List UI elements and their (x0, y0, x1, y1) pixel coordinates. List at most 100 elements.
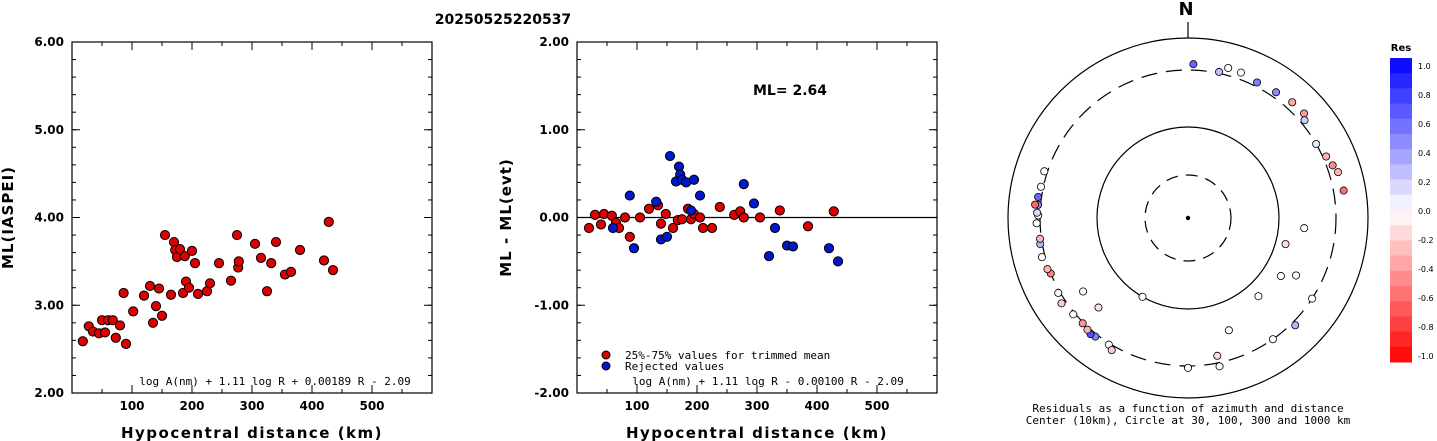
colorbar-cell (1390, 210, 1412, 226)
data-point (150, 301, 162, 312)
colorbar-cell (1390, 164, 1412, 181)
station-marker (1213, 351, 1222, 360)
colorbar-label: 1.0 (1418, 62, 1431, 71)
station-marker (1138, 292, 1147, 301)
data-point (107, 315, 118, 326)
data-point (643, 203, 655, 214)
colorbar-label: 0.4 (1418, 149, 1431, 158)
station-marker (1268, 335, 1277, 344)
residual-vs-distance-plot: 100 200 300 400 500 -2.00 -1.00 0.00 1.00 2.00 Hyp… (497, 35, 938, 441)
station-marker (1292, 271, 1301, 280)
station-marker (1300, 109, 1309, 118)
station-marker (1215, 362, 1224, 371)
station-marker (1322, 152, 1331, 161)
data-point (685, 205, 697, 216)
station-marker (1276, 272, 1285, 281)
y-tick-label: 4.00 (34, 211, 64, 225)
data-point (77, 336, 88, 347)
station-marker (1040, 167, 1049, 176)
y-tick-label: 1.00 (539, 123, 569, 137)
station-marker (1069, 310, 1078, 319)
data-point (676, 214, 688, 225)
data-point (754, 212, 766, 223)
station-marker (1031, 200, 1040, 209)
station-marker (1308, 294, 1317, 303)
station-marker (1253, 78, 1262, 87)
colorbar-cell (1390, 58, 1412, 74)
data-point (204, 278, 216, 289)
ring-30km (1144, 174, 1232, 262)
polar-caption-line2: Center (10km), Circle at 30, 100, 300 an… (1026, 414, 1351, 427)
x-tick-label: 400 (299, 399, 324, 413)
x-tick-label: 200 (179, 399, 204, 413)
data-point (294, 244, 306, 256)
ring-100km (1096, 126, 1280, 310)
data-point (667, 222, 679, 234)
formula-text: log A(nm) + 1.11 log R + 0.00189 R - 2.0… (139, 375, 411, 388)
data-point (327, 265, 339, 276)
station-marker (1291, 321, 1300, 330)
data-point (595, 219, 607, 230)
y-tick-label: 6.00 (34, 35, 64, 49)
colorbar-cell (1390, 194, 1412, 211)
data-point (774, 205, 785, 216)
data-point (147, 317, 159, 328)
data-point (714, 201, 725, 213)
station-marker (1033, 208, 1042, 217)
data-point (738, 212, 749, 223)
station-marker (1036, 182, 1045, 191)
data-point (660, 208, 671, 220)
colorbar-cell (1390, 301, 1412, 317)
data-point (619, 212, 631, 223)
colorbar-cell (1390, 225, 1412, 241)
station-marker (1288, 98, 1297, 107)
colorbar-cell (1390, 134, 1412, 150)
station-marker (1057, 299, 1066, 308)
colorbar-cell (1390, 149, 1412, 165)
x-axis-label: Hypocentral distance (km) (121, 424, 383, 441)
data-point (261, 286, 273, 297)
data-point (655, 218, 667, 229)
data-point (802, 221, 814, 232)
data-point (285, 266, 297, 278)
legend-label: 25%-75% values for trimmed mean (625, 349, 830, 362)
station-marker (1224, 63, 1233, 72)
data-point (763, 251, 775, 262)
colorbar-cell (1390, 316, 1412, 333)
data-point (738, 179, 749, 190)
data-point (128, 306, 139, 317)
station-marker (1083, 325, 1092, 334)
data-point (634, 212, 646, 223)
data-point (156, 310, 168, 321)
colorbar-cell (1390, 73, 1412, 89)
data-point (583, 222, 595, 234)
north-label: N (1178, 0, 1193, 20)
data-point (589, 209, 601, 220)
data-point (694, 190, 706, 201)
data-point (159, 229, 171, 241)
station-marker (1043, 265, 1052, 274)
data-point (661, 231, 673, 242)
data-point (153, 283, 165, 294)
x-tick-label: 200 (684, 399, 709, 413)
station-marker (1281, 240, 1290, 249)
station-marker (1054, 288, 1063, 297)
colorbar-label: -1.0 (1418, 352, 1434, 361)
data-point (769, 222, 781, 234)
polar-caption-line1: Residuals as a function of azimuth and d… (1032, 402, 1343, 415)
data-point (318, 255, 330, 266)
data-point (110, 332, 121, 343)
data-point (179, 251, 190, 262)
data-point (249, 238, 261, 249)
legend-label: Rejected values (625, 360, 724, 373)
data-point (832, 256, 844, 267)
data-point (120, 338, 132, 349)
data-point (99, 327, 111, 338)
colorbar-title: Res (1391, 43, 1411, 54)
y-tick-label: -2.00 (534, 386, 569, 400)
data-point (270, 236, 282, 248)
station-marker (1300, 116, 1309, 125)
data-point (189, 258, 201, 269)
station-marker (1215, 67, 1224, 76)
data-point (697, 222, 709, 234)
